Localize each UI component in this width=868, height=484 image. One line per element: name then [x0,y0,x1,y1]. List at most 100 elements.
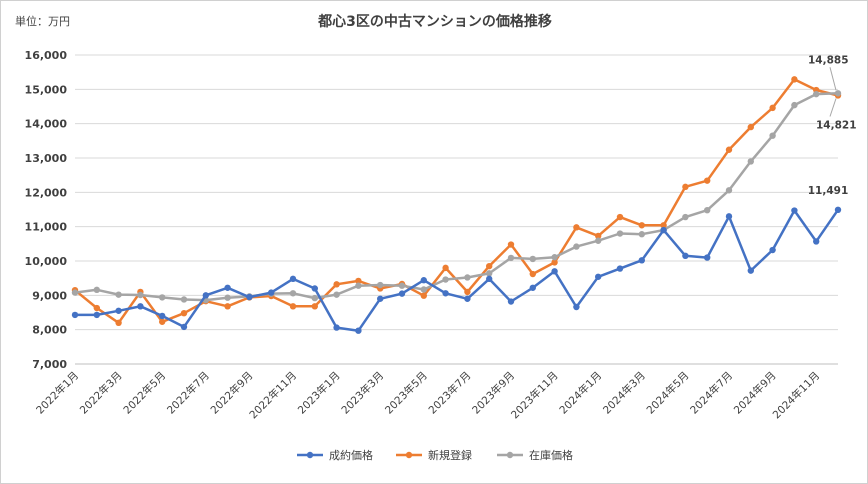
y-tick-label: 15,000 [25,83,68,96]
x-tick-label: 2023年7月 [426,369,474,417]
x-tick-label: 2023年1月 [295,369,343,417]
data-point [638,231,645,238]
x-tick-label: 2023年11月 [508,369,560,421]
data-point [573,303,580,311]
data-point [333,291,340,298]
data-label: 14,821 [816,119,857,131]
data-point [747,267,754,274]
data-point [115,307,122,314]
data-point [791,76,798,83]
data-point [660,222,667,229]
legend-marker [306,451,314,459]
data-point [224,294,231,301]
data-point [442,276,449,283]
data-point [704,177,711,184]
series-2 [71,90,842,304]
data-point [660,226,667,234]
data-point [333,281,340,288]
series-0 [71,206,842,334]
data-point [682,252,689,260]
data-point [137,291,144,299]
x-tick-label: 2023年5月 [382,369,430,417]
x-tick-label: 2022年11月 [247,369,299,421]
data-point [529,270,536,278]
data-point [159,294,166,301]
data-point [507,241,515,248]
data-point [595,273,602,280]
x-axis: 2022年1月2022年3月2022年5月2022年7月2022年9月2022年… [33,369,822,421]
data-point [289,275,297,283]
x-tick-label: 2024年5月 [644,369,692,417]
data-point [551,259,558,266]
data-point [638,257,645,264]
data-point [507,298,515,305]
data-point [311,285,318,292]
legend-item: 成約価格 [297,448,373,462]
data-point [311,303,318,310]
data-point [813,238,820,245]
label-leader [829,98,837,117]
series-1 [71,76,842,326]
data-point [377,281,384,289]
data-point [725,213,733,220]
data-point [747,123,754,131]
data-point [682,183,689,191]
data-point [573,243,580,250]
data-point [442,264,449,272]
data-point [71,311,79,319]
data-point [464,295,471,302]
data-point [769,132,776,139]
data-point [180,309,188,317]
data-point [704,254,711,261]
data-point [682,213,689,221]
x-tick-label: 2024年11月 [770,369,822,421]
unit-label: 単位：万円 [15,14,70,28]
legend-label: 成約価格 [329,448,373,462]
data-point [725,187,733,194]
data-point [93,311,101,319]
x-tick-label: 2024年7月 [687,369,735,417]
data-point [224,284,231,291]
y-tick-label: 12,000 [25,186,68,199]
legend-label: 新規登録 [428,448,472,462]
data-point [529,284,536,291]
x-tick-label: 2023年3月 [339,369,387,417]
data-point [289,290,297,297]
label-leader [829,67,837,91]
x-tick-label: 2023年9月 [469,369,517,417]
x-tick-label: 2024年9月 [731,369,779,417]
series-line [75,209,840,332]
data-point [725,146,733,153]
data-labels: 14,885 14,821 11,491 [808,54,857,197]
data-point [442,290,449,297]
y-tick-label: 16,000 [25,49,68,62]
x-tick-label: 2022年3月 [77,369,125,417]
data-point [355,282,362,289]
data-point [420,292,427,299]
data-point [420,286,427,293]
x-tick-label: 2024年1月 [557,369,605,417]
data-point [769,246,776,254]
data-point [93,304,101,312]
data-point [289,303,297,310]
data-point [529,255,536,263]
data-point [486,270,493,277]
data-point [834,206,842,214]
legend: 成約価格 新規登録 在庫価格 [297,448,573,462]
data-point [813,90,820,98]
data-point [115,291,122,298]
data-point [224,303,231,310]
data-point [137,303,144,310]
data-point [638,222,645,229]
data-point [595,237,602,244]
data-point [159,312,166,320]
y-tick-label: 11,000 [25,221,68,234]
data-point [355,327,362,334]
data-point [551,268,558,275]
data-point [747,158,754,165]
data-point [115,319,122,326]
series-line [74,78,839,325]
data-point [551,254,558,261]
data-point [464,288,471,296]
